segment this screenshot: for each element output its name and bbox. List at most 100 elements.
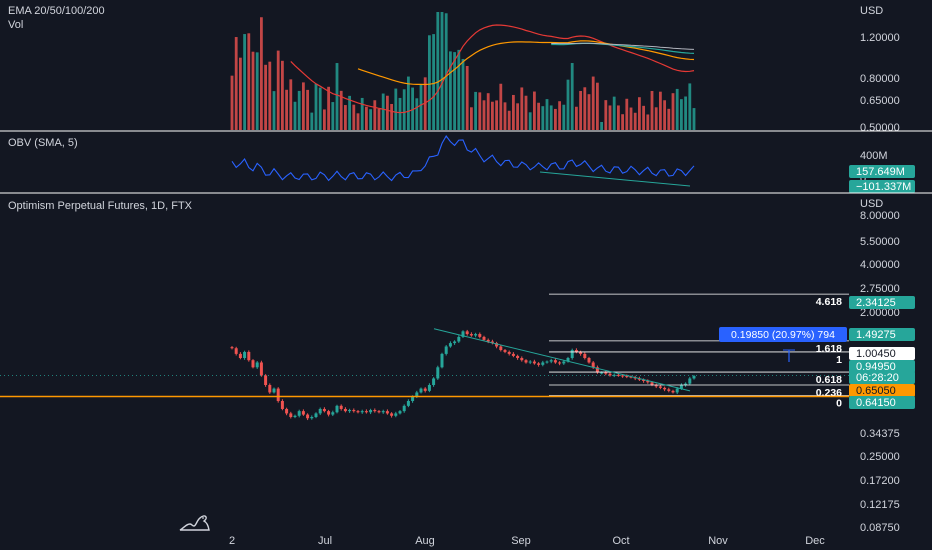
obv-badge-box bbox=[849, 165, 915, 178]
candle-body bbox=[465, 331, 469, 335]
time-axis-label: Jul bbox=[318, 535, 332, 547]
volume-bar bbox=[596, 82, 599, 130]
candle-body bbox=[440, 353, 444, 368]
volume-bar bbox=[281, 60, 284, 130]
price-badge: 0.64150 bbox=[856, 397, 896, 409]
volume-bar bbox=[394, 88, 398, 130]
candle-body bbox=[419, 388, 423, 393]
volume-bar bbox=[604, 100, 608, 130]
volume-bar bbox=[436, 12, 440, 130]
candle-body bbox=[621, 375, 625, 377]
candle-body bbox=[230, 347, 234, 349]
volume-bar bbox=[520, 87, 524, 130]
volume-bar bbox=[617, 105, 620, 130]
candle-body bbox=[280, 401, 284, 409]
fib-level-label: 1 bbox=[836, 354, 842, 366]
candle-body bbox=[612, 374, 616, 376]
time-axis-label: Dec bbox=[805, 535, 825, 547]
volume-bar bbox=[449, 51, 452, 131]
candle-body bbox=[352, 410, 356, 412]
candle-body bbox=[444, 346, 448, 354]
volume-bar bbox=[528, 112, 532, 130]
candle-body bbox=[306, 414, 310, 419]
volume-bar bbox=[398, 97, 402, 130]
trendline bbox=[433, 328, 691, 392]
volume-bar bbox=[625, 98, 629, 130]
obv-line bbox=[231, 134, 695, 182]
volume-bar bbox=[268, 61, 272, 131]
candle-body bbox=[692, 376, 696, 379]
volume-bar bbox=[499, 83, 503, 130]
candle-body bbox=[507, 351, 511, 354]
candle-body bbox=[251, 360, 255, 368]
volume-bar bbox=[440, 12, 444, 130]
candle-body bbox=[381, 411, 385, 413]
volume-bar bbox=[285, 89, 288, 130]
volume-bar bbox=[415, 98, 419, 130]
top-axis-tick: 1.20000 bbox=[860, 32, 900, 44]
candle-body bbox=[642, 379, 646, 381]
candle-body bbox=[339, 405, 343, 409]
ema-legend[interactable]: EMA 20/50/100/200 bbox=[8, 5, 105, 17]
candle-body bbox=[579, 351, 583, 354]
candle-body bbox=[469, 334, 473, 336]
candle-body bbox=[436, 367, 440, 379]
volume-bar bbox=[675, 88, 679, 130]
candle-body bbox=[314, 413, 318, 417]
candle-body bbox=[406, 401, 410, 406]
candle-body bbox=[402, 405, 406, 412]
candle-body bbox=[348, 410, 352, 412]
volume-bar bbox=[411, 87, 414, 130]
candle-body bbox=[583, 353, 587, 359]
top-axis-tick: 0.65000 bbox=[860, 95, 900, 107]
symbol-legend[interactable]: Optimism Perpetual Futures, 1D, FTX bbox=[8, 200, 192, 212]
price-badge: 06:28:20 bbox=[856, 372, 899, 384]
ema-20-line bbox=[290, 24, 695, 114]
price-badge: 1.49275 bbox=[856, 329, 896, 341]
candle-body bbox=[482, 336, 486, 340]
candle-body bbox=[390, 413, 394, 416]
volume-bar bbox=[255, 52, 259, 131]
candle-body bbox=[297, 411, 301, 416]
volume-bar bbox=[381, 93, 385, 130]
volume-bar bbox=[239, 57, 242, 130]
volume-bar bbox=[474, 91, 477, 130]
volume-legend[interactable]: Vol bbox=[8, 19, 24, 31]
volume-bar bbox=[600, 122, 603, 130]
obv-badge: 157.649M bbox=[856, 166, 905, 178]
volume-bar bbox=[541, 106, 545, 130]
volume-bar bbox=[465, 65, 469, 130]
candle-body bbox=[272, 388, 276, 393]
volume-bar bbox=[646, 114, 650, 130]
candle-body bbox=[490, 341, 494, 344]
volume-bar bbox=[306, 89, 309, 130]
candle-body bbox=[343, 408, 347, 412]
obv-axis-tick: 400M bbox=[860, 150, 888, 162]
price-badge-box bbox=[849, 384, 915, 397]
candle-body bbox=[545, 361, 549, 363]
volume-bar bbox=[486, 93, 490, 130]
candle-body bbox=[448, 343, 452, 347]
candle-body bbox=[608, 373, 612, 376]
time-axis-label: Oct bbox=[612, 535, 629, 547]
top-axis-unit: USD bbox=[860, 5, 883, 17]
candle-body bbox=[574, 350, 578, 352]
candle-body bbox=[364, 411, 368, 413]
volume-bar bbox=[545, 99, 549, 130]
candle-body bbox=[616, 374, 620, 376]
volume-bar bbox=[608, 105, 612, 130]
candle-body bbox=[247, 351, 251, 361]
volume-bar bbox=[428, 35, 431, 130]
candle-body bbox=[238, 353, 242, 359]
obv-legend[interactable]: OBV (SMA, 5) bbox=[8, 137, 78, 149]
candle-body bbox=[285, 408, 289, 414]
measure-label: 0.19850 (20.97%) 794 bbox=[731, 329, 835, 341]
tradingview-logo-icon bbox=[179, 515, 210, 531]
candle-body bbox=[516, 355, 520, 359]
main-axis-tick: 0.34375 bbox=[860, 428, 900, 440]
candle-body bbox=[595, 367, 599, 373]
candle-body bbox=[453, 341, 457, 344]
volume-bar bbox=[680, 99, 683, 130]
volume-bar bbox=[302, 82, 305, 130]
